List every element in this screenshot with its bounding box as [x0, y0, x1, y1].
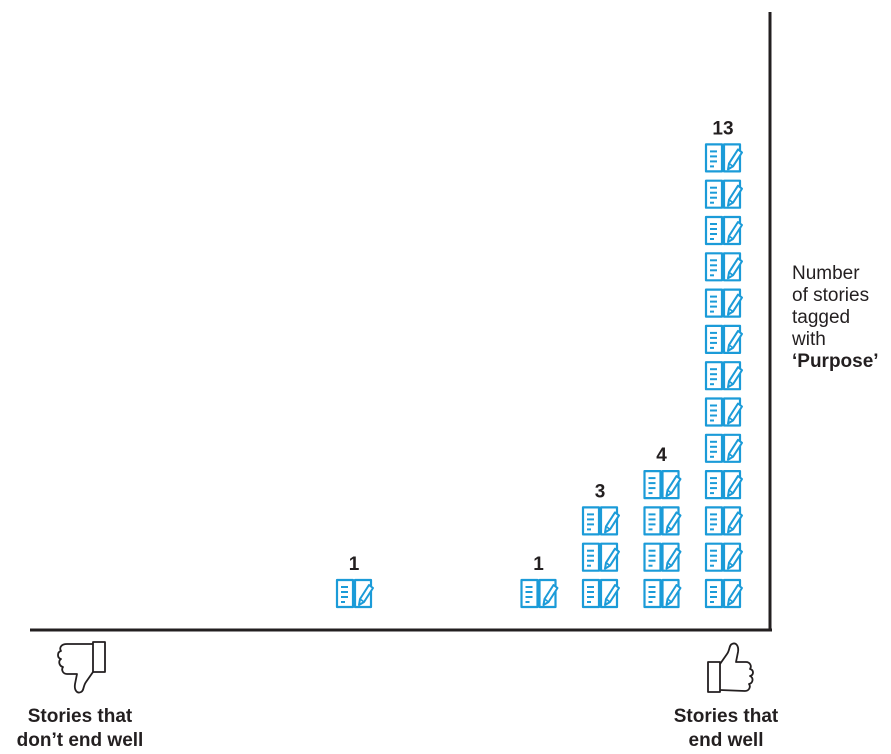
- data-label: 13: [712, 118, 733, 139]
- book-pencil-icon: [643, 506, 682, 536]
- x-axis-right-label-line: Stories that: [673, 706, 779, 727]
- data-label: 1: [533, 554, 544, 575]
- book-pencil-icon: [704, 397, 744, 427]
- book-pencil-icon: [520, 578, 559, 609]
- y-axis-label-line: tagged: [792, 307, 851, 328]
- book-pencil-icon: [704, 433, 744, 463]
- book-pencil-icon: [704, 179, 744, 209]
- thumbs-up-icon: [707, 642, 754, 693]
- book-pencil-icon: [643, 542, 682, 572]
- x-axis-right-label: Stories that end well: [656, 705, 796, 753]
- y-axis-label-line: Number: [792, 263, 860, 284]
- book-pencil-icon: [335, 578, 375, 609]
- data-label: 1: [349, 554, 360, 575]
- book-pencil-icon: [704, 288, 744, 318]
- book-pencil-icon: [704, 506, 744, 536]
- book-pencil-icon: [704, 324, 744, 354]
- data-label: 3: [595, 481, 606, 502]
- book-pencil-icon: [643, 578, 682, 609]
- book-pencil-icon: [643, 470, 682, 500]
- x-axis-left-label-line: Stories that: [27, 706, 133, 727]
- y-axis-label-tag: ‘Purpose’: [792, 351, 879, 372]
- book-pencil-icon: [581, 578, 621, 609]
- book-pencil-icon: [581, 506, 621, 536]
- pictograph-layer: [335, 143, 744, 609]
- x-axis-left-label-line: don’t end well: [16, 730, 144, 751]
- y-axis-label: Number of stories tagged with ‘Purpose’: [792, 263, 891, 373]
- thumbs-down-icon: [57, 641, 106, 694]
- y-axis-label-line: with: [792, 329, 826, 350]
- book-pencil-icon: [704, 542, 744, 572]
- book-pencil-icon: [704, 361, 744, 391]
- book-pencil-icon: [704, 578, 744, 609]
- book-pencil-icon: [704, 470, 744, 500]
- x-axis-left-label: Stories that don’t end well: [0, 705, 160, 753]
- book-pencil-icon: [704, 143, 744, 173]
- book-pencil-icon: [704, 252, 744, 282]
- x-axis-right-label-line: end well: [688, 730, 764, 751]
- book-pencil-icon: [704, 215, 744, 246]
- book-pencil-icon: [581, 542, 621, 572]
- data-label: 4: [656, 445, 667, 466]
- y-axis-label-line: of stories: [792, 285, 870, 306]
